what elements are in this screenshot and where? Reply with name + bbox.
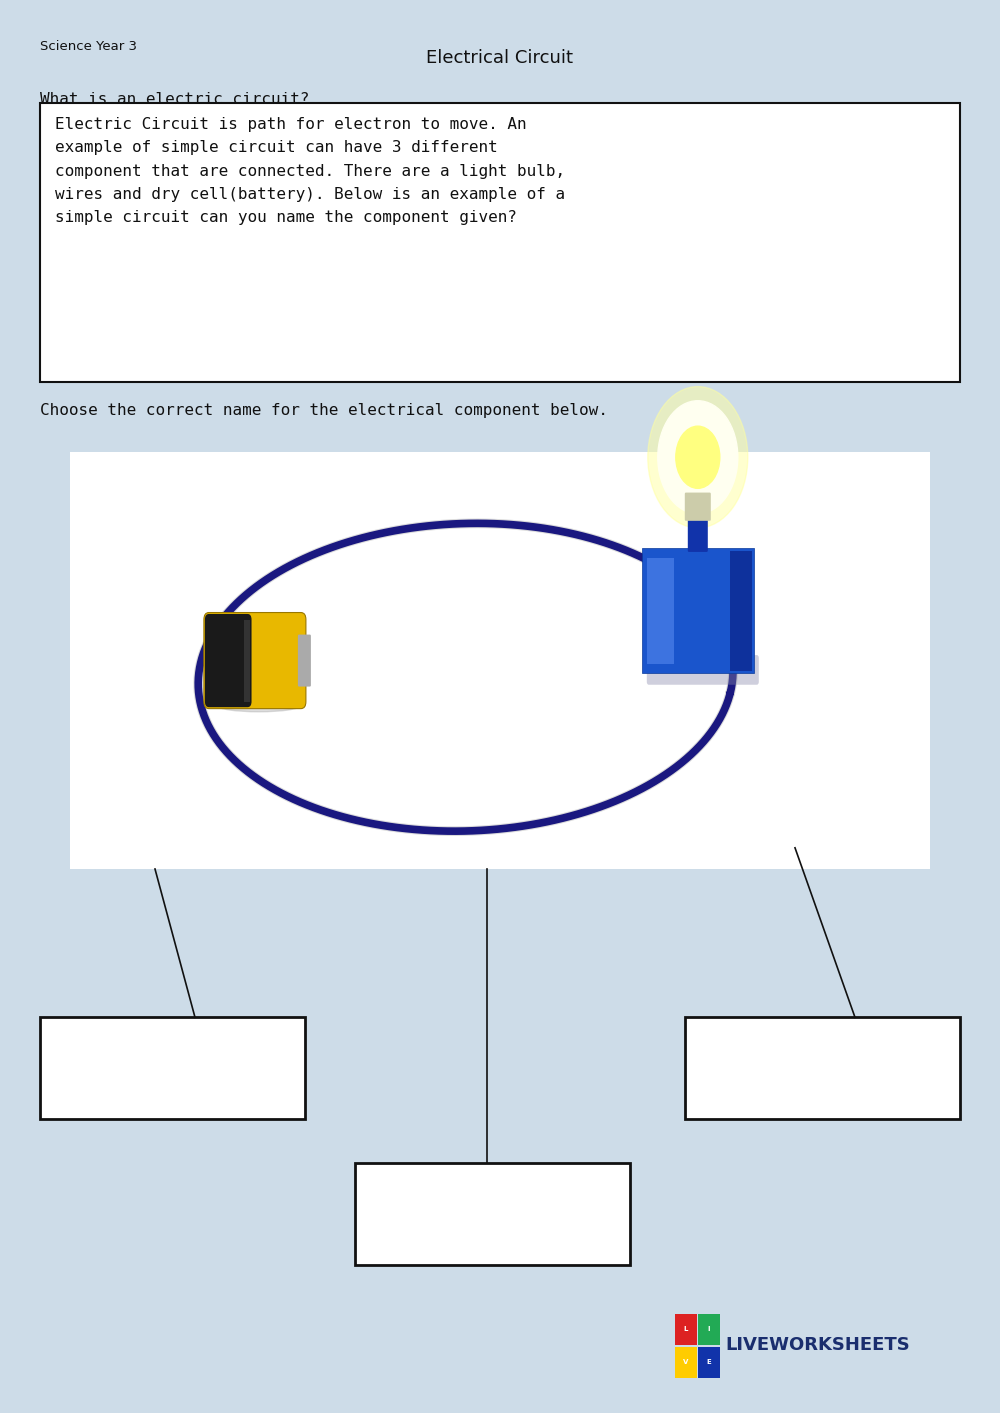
FancyBboxPatch shape (688, 510, 708, 552)
FancyBboxPatch shape (70, 452, 930, 869)
FancyBboxPatch shape (647, 558, 674, 664)
Ellipse shape (218, 699, 300, 712)
Text: V: V (683, 1359, 689, 1365)
FancyBboxPatch shape (355, 1163, 630, 1265)
FancyBboxPatch shape (642, 548, 754, 674)
Text: What is an electric circuit?: What is an electric circuit? (40, 92, 310, 107)
FancyBboxPatch shape (215, 634, 234, 687)
FancyBboxPatch shape (675, 1314, 697, 1345)
Text: I: I (708, 1327, 710, 1332)
Text: Choose the correct name for the electrical component below.: Choose the correct name for the electric… (40, 403, 608, 418)
Circle shape (648, 387, 748, 528)
FancyBboxPatch shape (698, 1347, 720, 1378)
Text: Science Year 3: Science Year 3 (40, 40, 137, 52)
FancyBboxPatch shape (685, 1017, 960, 1119)
Text: LIVEWORKSHEETS: LIVEWORKSHEETS (726, 1337, 910, 1354)
FancyBboxPatch shape (698, 1314, 720, 1345)
Circle shape (658, 401, 738, 514)
FancyBboxPatch shape (647, 656, 759, 685)
FancyBboxPatch shape (730, 551, 752, 671)
Circle shape (676, 427, 720, 489)
FancyBboxPatch shape (675, 1347, 697, 1378)
Text: Electrical Circuit: Electrical Circuit (426, 49, 574, 68)
FancyBboxPatch shape (244, 619, 250, 702)
FancyBboxPatch shape (205, 615, 252, 708)
Text: L: L (684, 1327, 688, 1332)
Text: E: E (707, 1359, 711, 1365)
FancyBboxPatch shape (298, 634, 311, 687)
FancyBboxPatch shape (40, 1017, 305, 1119)
FancyBboxPatch shape (40, 103, 960, 382)
Text: Electric Circuit is path for electron to move. An
example of simple circuit can : Electric Circuit is path for electron to… (55, 117, 565, 225)
FancyBboxPatch shape (204, 613, 306, 709)
FancyBboxPatch shape (685, 493, 711, 521)
